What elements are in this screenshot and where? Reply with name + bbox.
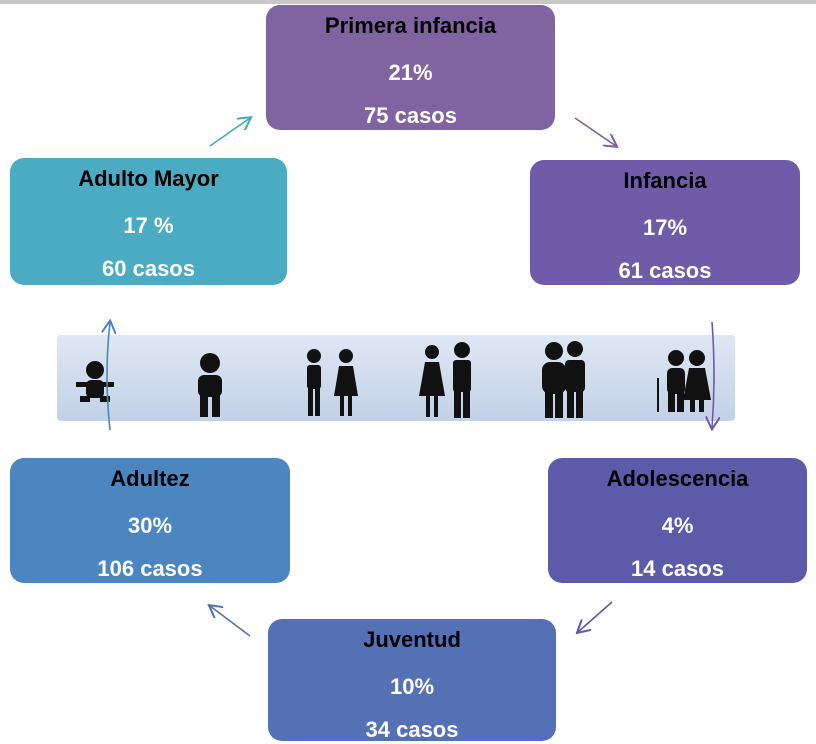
node-cases: 75 casos	[364, 103, 457, 128]
node-percent: 30%	[127, 513, 173, 538]
node-cases: 34 casos	[365, 717, 459, 742]
node-title: Infancia	[623, 168, 707, 193]
node-percent: 21%	[388, 60, 433, 85]
node-box: Juventud 10% 34 casos	[268, 619, 556, 742]
node-title: Adultez	[110, 466, 190, 491]
node-title: Adolescencia	[606, 466, 749, 491]
silhouette-band	[57, 335, 735, 421]
arrow	[574, 117, 616, 146]
arrow	[210, 606, 251, 637]
arrow	[578, 601, 613, 632]
node-title: Adulto Mayor	[78, 166, 219, 191]
arrows	[107, 117, 714, 637]
arrow	[107, 322, 110, 431]
node-cases: 60 casos	[102, 256, 195, 281]
silhouettes	[76, 341, 711, 418]
node-box: Adulto Mayor 17 % 60 casos	[10, 158, 287, 285]
node-box: Infancia 17% 61 casos	[530, 160, 800, 285]
node-box: Adultez 30% 106 casos	[10, 458, 290, 583]
node-title: Primera infancia	[324, 13, 497, 38]
top-bar	[0, 0, 816, 4]
node-cases: 61 casos	[618, 258, 712, 283]
node-percent: 17 %	[123, 213, 174, 238]
arrow	[712, 321, 714, 428]
node-cases: 14 casos	[631, 556, 724, 581]
node-cases: 106 casos	[97, 556, 203, 581]
node-box: Adolescencia 4% 14 casos	[548, 458, 807, 583]
node-percent: 17%	[642, 215, 688, 240]
arrow	[209, 118, 250, 147]
node-box: Primera infancia 21% 75 casos	[266, 5, 555, 130]
node-title: Juventud	[363, 627, 461, 652]
node-percent: 4%	[661, 513, 694, 538]
node-percent: 10%	[389, 674, 435, 699]
